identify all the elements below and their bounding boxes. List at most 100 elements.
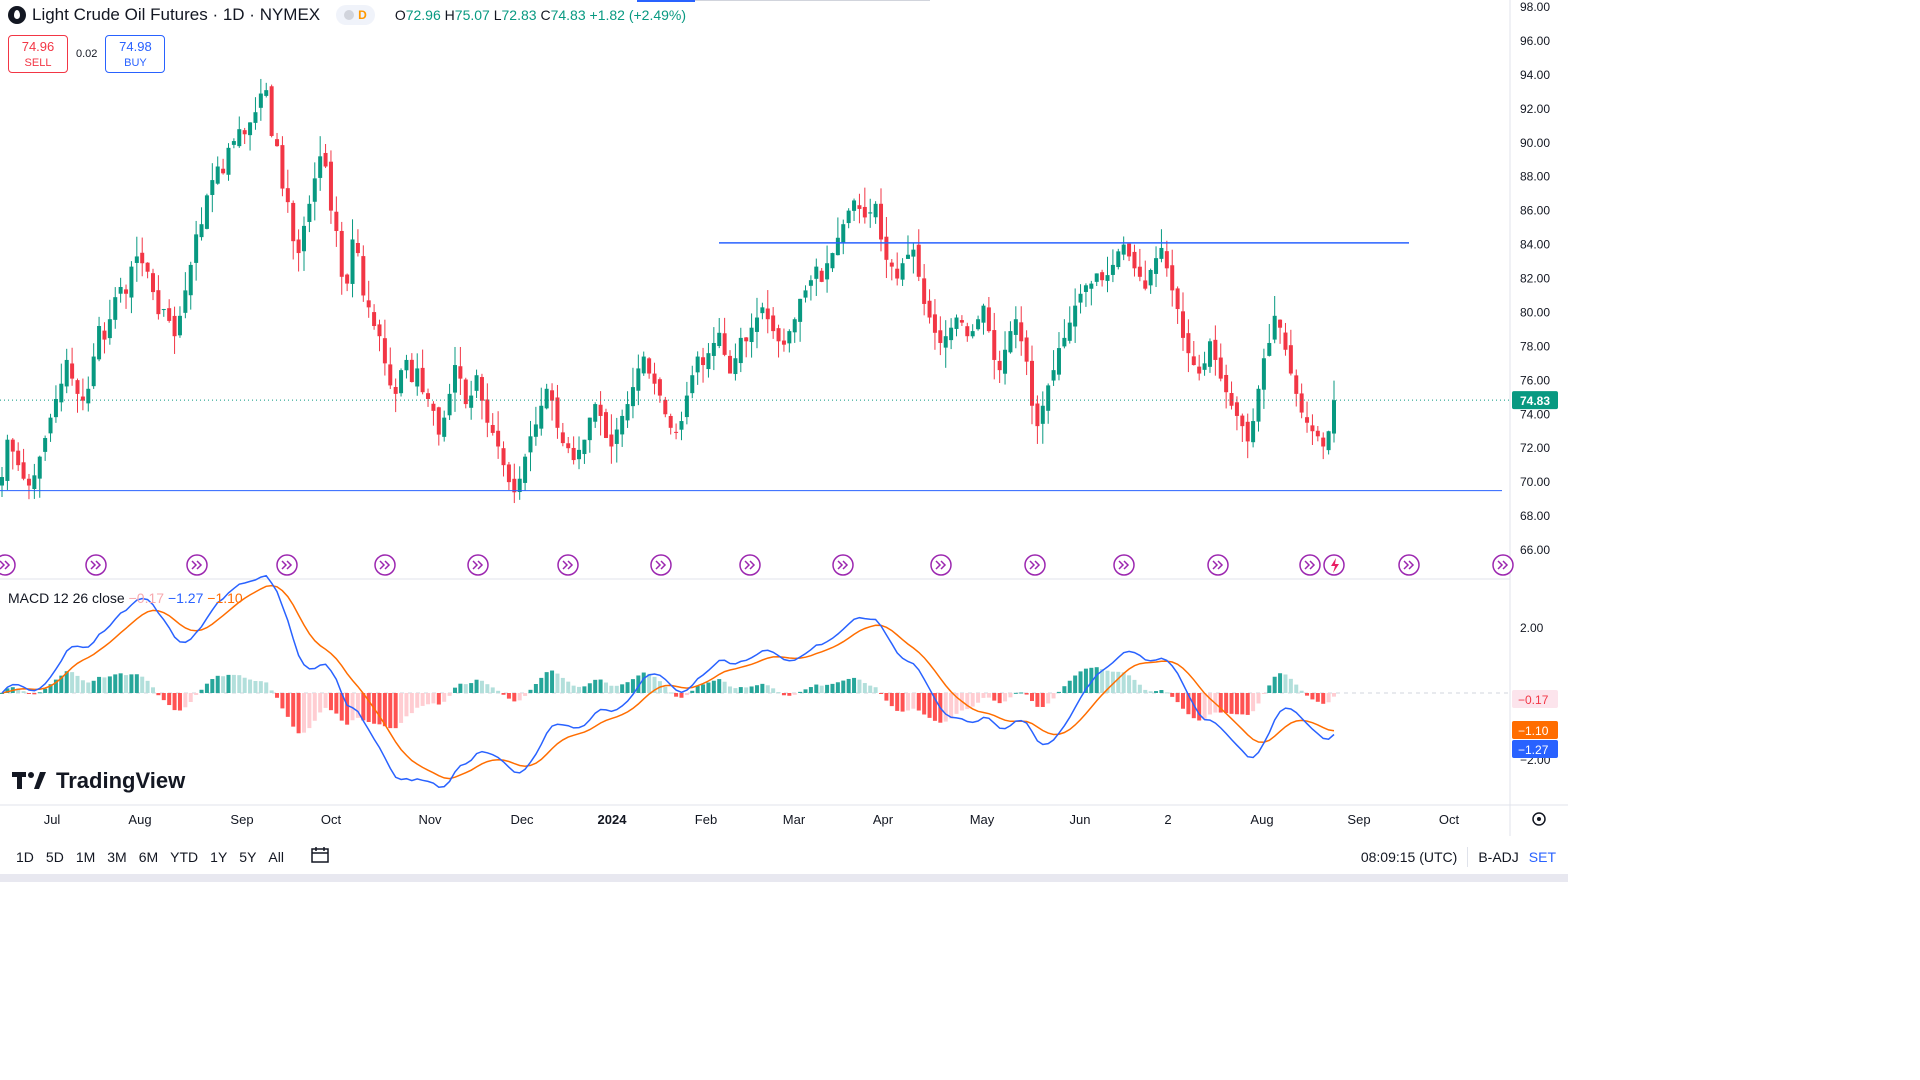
macd-histogram-bar bbox=[1046, 693, 1051, 704]
range-ytd[interactable]: YTD bbox=[170, 849, 199, 865]
candle-body bbox=[814, 266, 819, 279]
candle bbox=[1116, 248, 1121, 270]
candle-body bbox=[16, 450, 21, 466]
dividend-event-icon[interactable] bbox=[650, 554, 672, 576]
dividend-event-icon[interactable] bbox=[467, 554, 489, 576]
sell-button[interactable]: 74.96 SELL bbox=[8, 35, 68, 73]
candle-body bbox=[91, 356, 96, 387]
dividend-event-icon[interactable] bbox=[1113, 554, 1135, 576]
candle bbox=[1283, 322, 1288, 356]
candle bbox=[134, 236, 139, 282]
candle-body bbox=[609, 434, 614, 447]
candle bbox=[0, 467, 4, 497]
event-arrow bbox=[191, 560, 203, 570]
bottom-scrollbar[interactable] bbox=[0, 874, 1568, 882]
candle-body bbox=[129, 266, 134, 298]
candle-body bbox=[1240, 415, 1245, 427]
clock[interactable]: 08:09:15 (UTC) bbox=[1360, 849, 1458, 865]
macd-histogram-bar bbox=[997, 693, 1002, 704]
dividend-event-icon[interactable] bbox=[186, 554, 208, 576]
candle-body bbox=[150, 273, 155, 293]
candle bbox=[512, 463, 517, 504]
candle bbox=[873, 201, 878, 224]
dividend-event-icon[interactable] bbox=[85, 554, 107, 576]
range-5y[interactable]: 5Y bbox=[239, 849, 257, 865]
candle-body bbox=[614, 429, 619, 444]
candle-body bbox=[1078, 293, 1083, 303]
candle-body bbox=[248, 122, 253, 136]
macd-histogram-bar bbox=[1127, 675, 1132, 693]
candle bbox=[587, 417, 592, 453]
candle-body bbox=[1094, 273, 1099, 282]
macd-legend[interactable]: MACD 12 26 close −0.17 −1.27 −1.10 bbox=[8, 590, 243, 606]
candle bbox=[334, 196, 339, 247]
macd-histogram-bar bbox=[1143, 689, 1148, 693]
candle bbox=[199, 207, 204, 241]
range-5d[interactable]: 5D bbox=[45, 849, 64, 865]
candle bbox=[884, 216, 889, 279]
event-arrow bbox=[1304, 560, 1316, 570]
dividend-event-icon[interactable] bbox=[1299, 554, 1321, 576]
range-1d[interactable]: 1D bbox=[16, 849, 34, 865]
candle bbox=[889, 259, 894, 281]
candle-body bbox=[652, 373, 657, 384]
candle bbox=[711, 327, 716, 371]
candle bbox=[275, 132, 280, 147]
candle bbox=[1154, 246, 1159, 288]
adjustment-toggle[interactable]: B-ADJ bbox=[1478, 849, 1519, 865]
candle bbox=[717, 317, 722, 349]
dividend-event-icon[interactable] bbox=[1492, 554, 1514, 576]
macd-histogram-bar bbox=[1089, 667, 1094, 693]
candle bbox=[377, 319, 382, 352]
sell-price: 74.96 bbox=[21, 39, 55, 54]
candle-body bbox=[717, 332, 722, 347]
candle bbox=[517, 466, 522, 500]
earnings-event-icon[interactable] bbox=[1323, 554, 1345, 576]
candle-body bbox=[533, 424, 538, 437]
candle bbox=[808, 275, 813, 301]
candle bbox=[744, 337, 749, 358]
chart-canvas[interactable]: 98.00 96.00 94.00 92.00 90.00 88.00 86.00 84.00… bbox=[0, 0, 1568, 840]
dividend-event-icon[interactable] bbox=[832, 554, 854, 576]
candle-body bbox=[463, 379, 468, 405]
market-status-pill[interactable]: D bbox=[336, 5, 375, 25]
dividend-event-icon[interactable] bbox=[0, 554, 16, 576]
range-6m[interactable]: 6M bbox=[138, 849, 159, 865]
tradingview-logo[interactable]: TradingView bbox=[12, 768, 185, 794]
candle-body bbox=[1105, 275, 1110, 281]
session-toggle[interactable]: SET bbox=[1528, 849, 1556, 865]
candle-body bbox=[738, 337, 743, 364]
buy-button[interactable]: 74.98 BUY bbox=[105, 35, 166, 73]
calendar-icon[interactable] bbox=[310, 845, 330, 870]
macd-histogram-bar bbox=[16, 688, 21, 693]
macd-histogram-bar bbox=[447, 693, 452, 696]
dividend-event-icon[interactable] bbox=[1207, 554, 1229, 576]
range-all[interactable]: All bbox=[268, 849, 284, 865]
macd-histogram-bar bbox=[280, 693, 285, 709]
range-1m[interactable]: 1M bbox=[75, 849, 96, 865]
dividend-event-icon[interactable] bbox=[930, 554, 952, 576]
dividend-event-icon[interactable] bbox=[276, 554, 298, 576]
gear-icon[interactable] bbox=[1532, 812, 1546, 826]
range-3m[interactable]: 3M bbox=[107, 849, 127, 865]
macd-histogram-bar bbox=[415, 693, 420, 708]
dividend-event-icon[interactable] bbox=[739, 554, 761, 576]
macd-histogram-bar bbox=[630, 679, 635, 693]
candle-body bbox=[1008, 331, 1013, 353]
range-1y[interactable]: 1Y bbox=[210, 849, 228, 865]
dividend-event-icon[interactable] bbox=[1024, 554, 1046, 576]
macd-hist-tag: −0.17 bbox=[1518, 693, 1549, 707]
candle-body bbox=[1019, 322, 1024, 342]
price-tick-label: 94.00 bbox=[1520, 68, 1550, 82]
price-tick-label: 90.00 bbox=[1520, 136, 1550, 150]
candle-body bbox=[415, 368, 420, 387]
candle bbox=[825, 245, 830, 293]
dividend-event-icon[interactable] bbox=[1398, 554, 1420, 576]
symbol-title[interactable]: Light Crude Oil Futures · 1D · NYMEX bbox=[32, 5, 321, 24]
macd-histogram-bar bbox=[43, 688, 48, 693]
candle-body bbox=[264, 90, 269, 96]
macd-histogram-bar bbox=[533, 684, 538, 693]
dividend-event-icon[interactable] bbox=[557, 554, 579, 576]
dividend-event-icon[interactable] bbox=[374, 554, 396, 576]
candle-body bbox=[474, 375, 479, 391]
